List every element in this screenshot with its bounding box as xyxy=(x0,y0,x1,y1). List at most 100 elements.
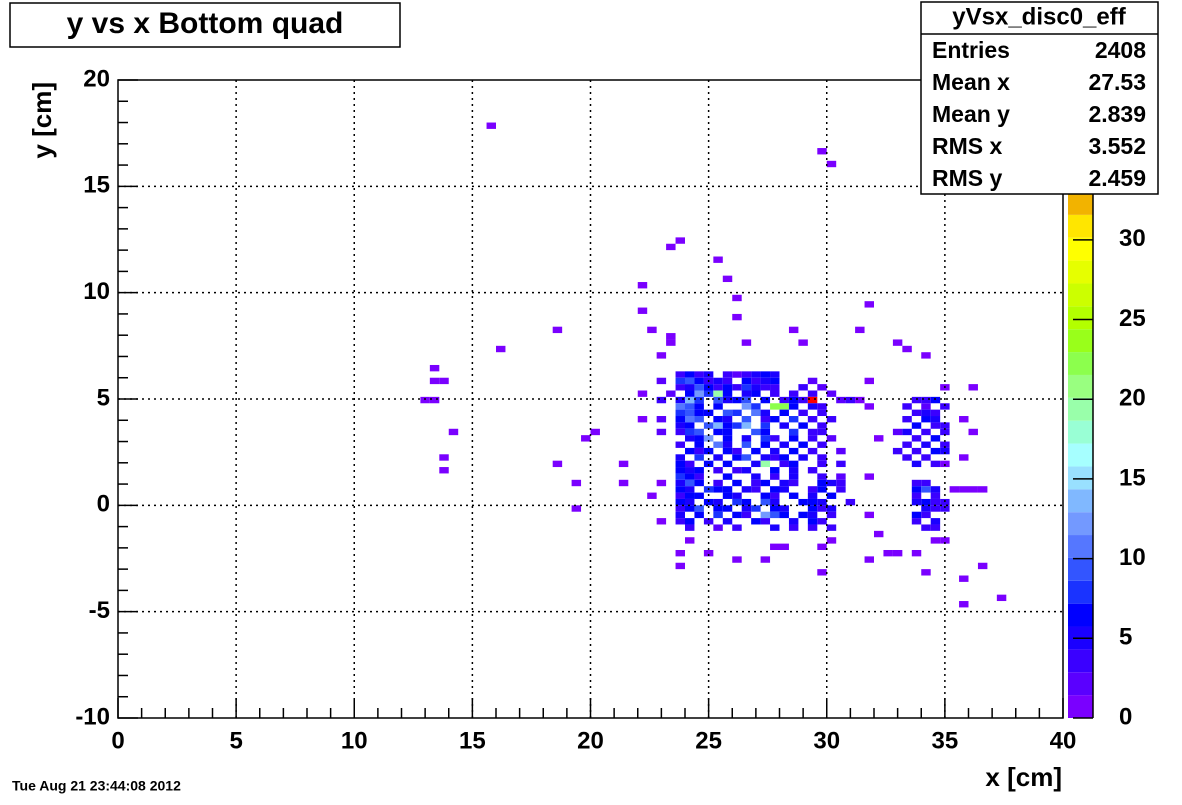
cell xyxy=(647,492,657,499)
cell xyxy=(817,422,827,429)
cell xyxy=(713,428,723,436)
cell xyxy=(675,562,685,570)
cell xyxy=(807,486,818,493)
cell xyxy=(486,122,496,129)
x-tick-label: 0 xyxy=(111,727,124,754)
cell xyxy=(826,537,837,544)
cell xyxy=(713,416,723,423)
color-bar-band xyxy=(1068,580,1093,604)
cell xyxy=(921,569,931,576)
cell xyxy=(911,518,922,525)
cell xyxy=(741,384,752,391)
cell xyxy=(826,524,837,531)
color-bar-band xyxy=(1068,237,1093,261)
cell xyxy=(760,479,771,487)
cell xyxy=(798,339,808,346)
cell xyxy=(685,416,695,423)
cell xyxy=(732,422,742,429)
cell xyxy=(685,486,695,493)
cell xyxy=(732,384,742,391)
cell xyxy=(977,486,988,493)
cell xyxy=(675,377,685,385)
cell xyxy=(675,486,685,493)
cell xyxy=(930,505,941,512)
cell xyxy=(685,428,695,436)
cell xyxy=(637,307,648,314)
cell xyxy=(675,409,685,417)
cell xyxy=(741,441,752,448)
stats-value: 2408 xyxy=(1095,37,1146,63)
cell xyxy=(798,511,808,519)
cell xyxy=(685,371,695,378)
cell xyxy=(760,518,771,525)
cell xyxy=(722,492,733,499)
cell xyxy=(751,447,761,455)
cell xyxy=(874,530,884,538)
stats-label: Mean y xyxy=(932,101,1010,127)
cell xyxy=(807,518,818,525)
cell xyxy=(571,479,582,487)
cell xyxy=(685,390,695,397)
cell xyxy=(685,403,695,410)
cell xyxy=(722,460,733,468)
cell xyxy=(666,339,676,346)
cell xyxy=(836,396,846,404)
cell xyxy=(675,505,685,512)
cell xyxy=(902,454,912,461)
cell xyxy=(788,479,799,487)
cell xyxy=(694,467,704,474)
cell xyxy=(911,396,922,404)
cell xyxy=(685,479,695,487)
color-bar-band xyxy=(1068,489,1093,513)
cell xyxy=(921,479,931,487)
cell xyxy=(722,390,733,397)
cell xyxy=(921,511,931,519)
cell xyxy=(694,435,704,442)
cell xyxy=(722,377,733,385)
cell xyxy=(864,473,874,480)
cell xyxy=(940,447,950,455)
stats-label: RMS x xyxy=(932,133,1003,159)
cell xyxy=(770,486,780,493)
cell xyxy=(694,384,704,391)
cell xyxy=(788,390,799,397)
cell xyxy=(722,435,733,442)
cell xyxy=(892,428,903,436)
cell xyxy=(760,511,771,519)
cell xyxy=(779,460,789,468)
cell xyxy=(779,422,789,429)
cell xyxy=(751,384,761,391)
cell xyxy=(864,301,874,308)
cell xyxy=(741,416,752,423)
cell xyxy=(694,447,704,455)
cell xyxy=(656,416,667,423)
cell xyxy=(732,492,742,499)
cell xyxy=(675,422,685,429)
cell xyxy=(817,454,827,461)
cell xyxy=(741,435,752,442)
cell xyxy=(902,416,912,423)
cell xyxy=(713,377,723,385)
cell xyxy=(732,467,742,474)
cell xyxy=(770,467,780,474)
cell xyxy=(751,479,761,487)
cell xyxy=(807,396,818,404)
cell xyxy=(807,416,818,423)
z-tick-label: 5 xyxy=(1119,624,1132,651)
cell xyxy=(864,403,874,410)
cell xyxy=(618,479,629,487)
cell xyxy=(694,371,704,378)
cell xyxy=(703,422,714,429)
cell xyxy=(694,505,704,512)
stats-label: Entries xyxy=(932,37,1010,63)
cell xyxy=(666,243,676,251)
cell xyxy=(807,524,818,531)
cell xyxy=(760,492,771,499)
z-tick-label: 25 xyxy=(1119,305,1146,332)
cell xyxy=(788,416,799,423)
cell xyxy=(807,435,818,442)
cell xyxy=(722,447,733,455)
cell xyxy=(552,326,563,334)
cell xyxy=(722,486,733,493)
cell xyxy=(770,384,780,391)
